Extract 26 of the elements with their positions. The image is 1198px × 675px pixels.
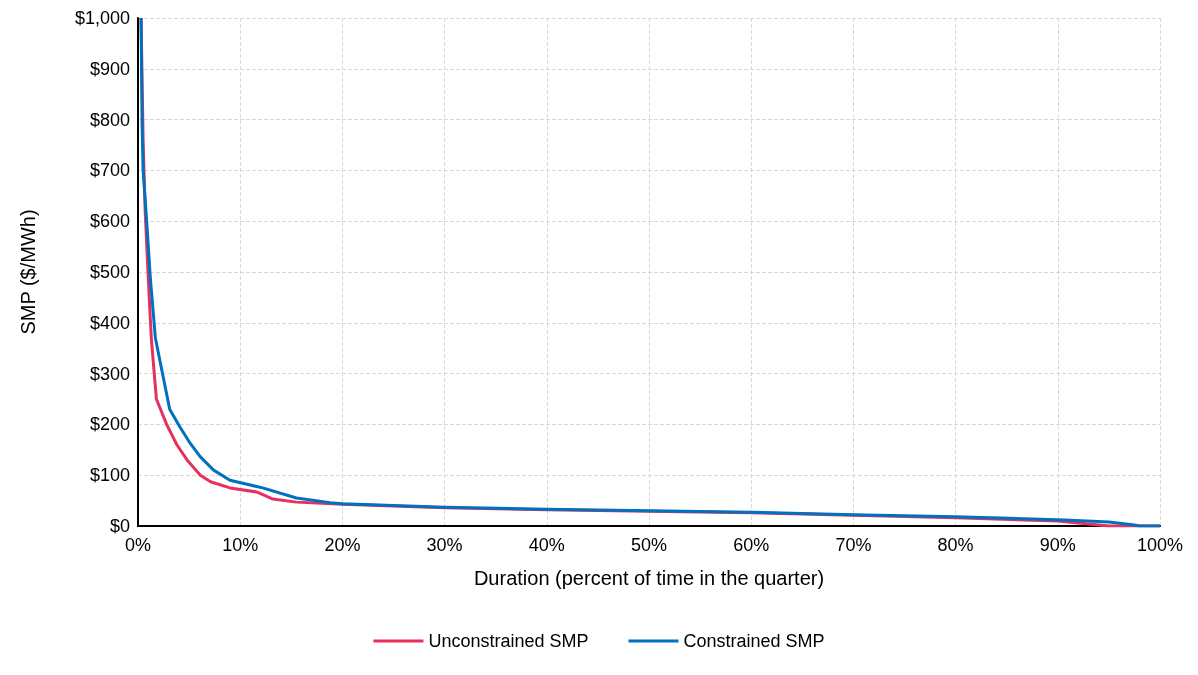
y-tick-label: $600: [89, 211, 130, 232]
legend-label: Unconstrained SMP: [428, 631, 589, 651]
y-tick-label: $100: [89, 465, 130, 486]
y-tick-label: $700: [89, 160, 130, 181]
y-tick-label: $500: [89, 262, 130, 282]
x-axis-title: Duration (percent of time in the quarter): [473, 567, 825, 589]
x-tick-label: 50%: [630, 535, 668, 555]
x-tick-label: 60%: [733, 535, 770, 555]
y-tick-label: $1,000: [74, 8, 130, 28]
y-tick-label: $400: [89, 312, 130, 333]
x-tick-label: 40%: [528, 535, 565, 555]
x-tick-label: 30%: [426, 535, 463, 555]
y-axis-title: SMP ($/MWh): [17, 209, 39, 335]
x-tick-label: 10%: [222, 535, 259, 555]
y-tick-label: $300: [89, 363, 130, 384]
x-tick-label: 90%: [1039, 535, 1076, 555]
x-tick-label: 80%: [937, 535, 974, 555]
y-tick-label: $800: [89, 109, 130, 130]
legend-label: Constrained SMP: [683, 631, 825, 651]
x-tick-label: 100%: [1136, 535, 1184, 555]
x-tick-label: 20%: [324, 535, 361, 555]
x-tick-label: 70%: [835, 535, 872, 555]
x-tick-label: 0%: [124, 535, 152, 555]
y-tick-label: $200: [89, 414, 130, 435]
y-tick-label: $0: [109, 516, 130, 536]
y-tick-label: $900: [89, 58, 130, 79]
